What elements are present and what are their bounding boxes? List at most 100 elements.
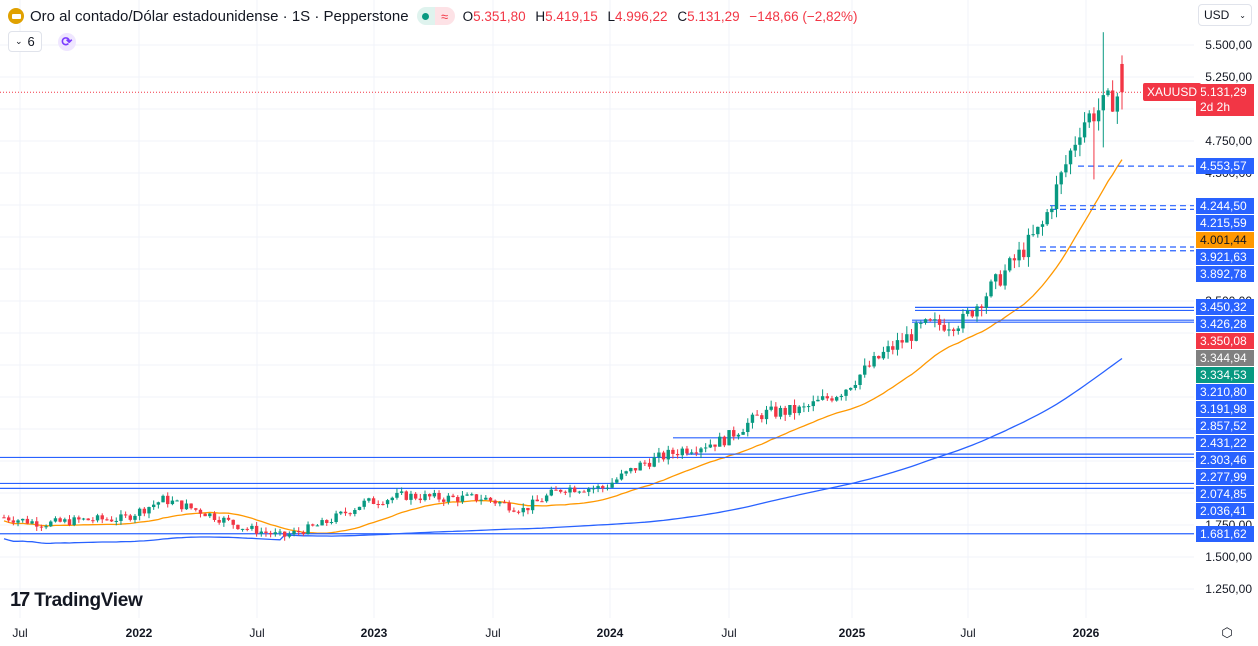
candle[interactable] [900,333,904,349]
candle[interactable] [180,500,184,512]
candle[interactable] [526,507,530,515]
candle[interactable] [544,493,549,503]
settings-gear-icon[interactable]: ⬡ [1221,625,1233,640]
candle[interactable] [25,515,30,525]
candle[interactable] [760,413,764,423]
candle[interactable] [320,517,324,526]
candle[interactable] [250,523,254,531]
candle[interactable] [1022,242,1026,260]
candle[interactable] [30,519,34,525]
candle[interactable] [788,404,792,417]
candle[interactable] [1050,205,1054,220]
candle[interactable] [647,458,652,470]
candle[interactable] [493,499,497,507]
candle[interactable] [217,516,221,525]
candle[interactable] [685,445,689,456]
candle[interactable] [558,489,563,494]
candle[interactable] [993,273,998,290]
candle[interactable] [984,292,989,314]
candle[interactable] [35,517,39,531]
candle[interactable] [554,486,558,491]
candle[interactable] [834,395,839,402]
candle[interactable] [451,493,455,498]
candle[interactable] [568,484,572,498]
candle[interactable] [184,499,189,510]
candle[interactable] [175,499,179,502]
candle[interactable] [979,304,984,317]
candle[interactable] [919,320,923,329]
candle[interactable] [151,500,156,510]
candle[interactable] [1008,256,1012,273]
candle[interactable] [1064,155,1068,178]
candle[interactable] [44,524,48,530]
candle[interactable] [273,528,278,537]
candle[interactable] [713,444,717,452]
candle[interactable] [170,496,175,506]
candle[interactable] [671,447,675,459]
candle[interactable] [652,452,656,468]
candle[interactable] [694,446,699,457]
candle[interactable] [1092,107,1096,180]
candle[interactable] [212,511,217,522]
candle[interactable] [895,332,900,356]
candle[interactable] [858,374,862,390]
candle[interactable] [77,515,81,523]
candle[interactable] [1115,92,1120,124]
candle[interactable] [194,507,198,512]
candle[interactable] [21,518,25,523]
candle[interactable] [886,340,890,359]
candle[interactable] [311,523,315,527]
candle[interactable] [137,507,142,521]
candle[interactable] [703,443,708,453]
candle[interactable] [1110,80,1115,112]
candle[interactable] [1087,110,1091,128]
candle[interactable] [746,418,750,437]
candle[interactable] [629,467,633,474]
candle[interactable] [189,503,193,510]
candle[interactable] [437,490,441,503]
candle[interactable] [245,527,249,532]
candle[interactable] [601,484,605,493]
candle[interactable] [456,495,460,507]
candle[interactable] [699,446,703,459]
candle[interactable] [479,494,483,505]
candle[interactable] [105,517,109,521]
candle[interactable] [891,340,895,355]
candle[interactable] [161,494,165,503]
candle[interactable] [334,510,338,524]
candle[interactable] [853,380,858,391]
candle[interactable] [937,314,942,331]
candle[interactable] [16,519,20,527]
candle[interactable] [123,511,128,518]
candle[interactable] [114,517,118,526]
candle[interactable] [72,515,76,527]
candle[interactable] [409,490,413,505]
candle[interactable] [909,328,914,349]
candle[interactable] [6,515,11,523]
candle[interactable] [736,433,741,440]
candle[interactable] [689,449,694,455]
candle[interactable] [231,519,235,529]
candle[interactable] [563,490,568,496]
candle[interactable] [147,506,151,519]
candle[interactable] [970,309,975,319]
candle[interactable] [1059,170,1063,195]
time-axis[interactable]: Jul 2022 Jul 2023 Jul 2024 Jul 2025 Jul 2026 [0,618,1194,646]
candle[interactable] [591,485,596,494]
candle[interactable] [2,514,6,519]
candle[interactable] [357,506,362,511]
candle[interactable] [1082,112,1087,143]
candle[interactable] [329,518,334,525]
candle[interactable] [208,513,212,519]
candle[interactable] [222,516,226,527]
candle[interactable] [306,521,310,535]
candle[interactable] [39,524,44,531]
candle[interactable] [881,346,886,360]
candle[interactable] [325,519,329,526]
candle[interactable] [615,477,619,484]
candle[interactable] [53,516,58,523]
candle[interactable] [830,395,834,403]
refresh-icon[interactable]: ⟳ [57,32,76,51]
candle[interactable] [128,513,133,522]
candle[interactable] [254,522,259,537]
